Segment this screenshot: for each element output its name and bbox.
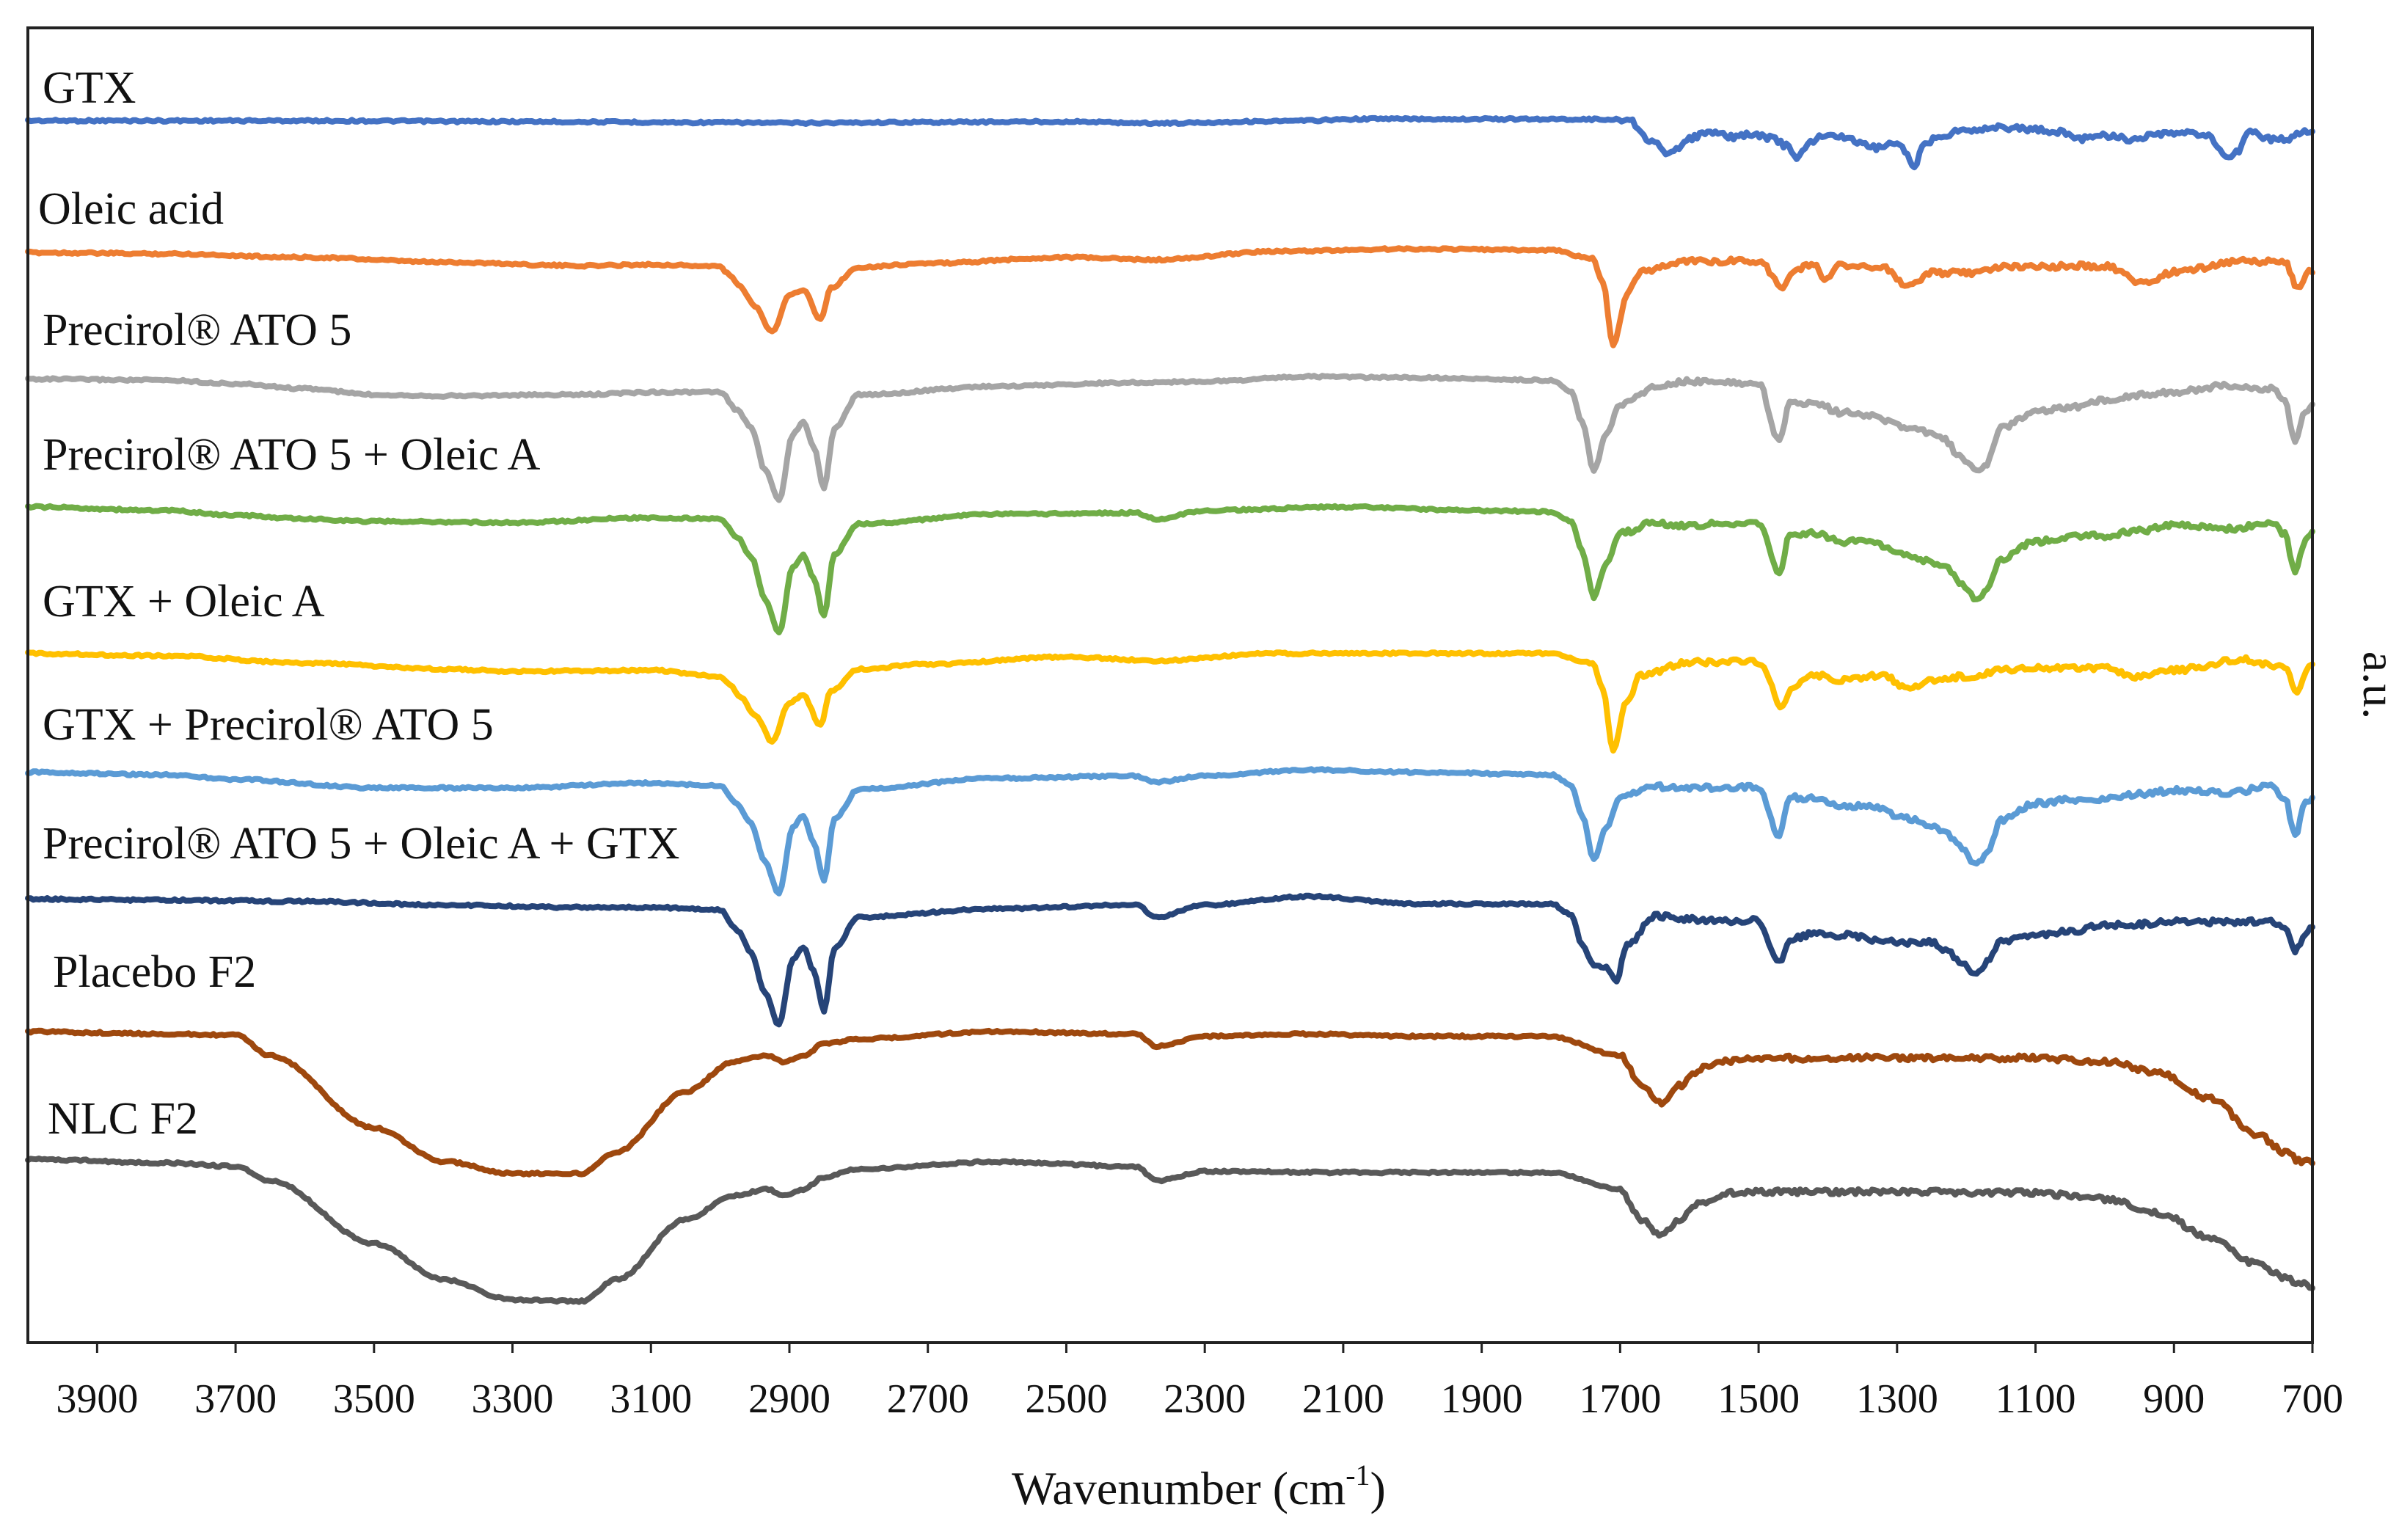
trace-placebo-f2: [25, 1027, 2315, 1178]
series-label: GTX: [43, 63, 136, 113]
trace-precirol-ato-5: [25, 373, 2315, 503]
series-label: NLC F2: [48, 1094, 198, 1144]
trace-gtx-oleic-a: [25, 649, 2315, 754]
x-axis-title: Wavenumber (cm-1): [1012, 1459, 1386, 1514]
series-label: GTX + Oleic A: [43, 577, 325, 627]
y-axis-title: a.u.: [2354, 652, 2399, 719]
x-axis-title-superscript: -1: [1345, 1459, 1370, 1492]
x-tick-label: 1300: [1856, 1376, 1938, 1422]
spectra-traces: [25, 114, 2315, 1305]
plot-frame: [26, 26, 2314, 1344]
x-tick-label: 3700: [194, 1376, 277, 1422]
series-label: Precirol® ATO 5 + Oleic A + GTX: [43, 819, 679, 869]
trace-gtx: [25, 114, 2315, 171]
x-axis-title-main: Wavenumber (cm: [1012, 1462, 1345, 1514]
x-tick-label: 900: [2143, 1376, 2205, 1422]
x-tick-label: 2900: [748, 1376, 830, 1422]
x-tick-label: 3500: [333, 1376, 415, 1422]
series-label: Precirol® ATO 5: [43, 305, 351, 355]
series-labels: GTX Oleic acid Precirol® ATO 5 Precirol® AT…: [38, 63, 679, 1144]
x-tick-label: 2100: [1302, 1376, 1384, 1422]
trace-precirol-ato-5-oleic-a-gtx: [25, 892, 2315, 1028]
x-tick-label: 1500: [1717, 1376, 1800, 1422]
x-tick-label: 1700: [1579, 1376, 1661, 1422]
x-tick-label: 3100: [610, 1376, 692, 1422]
x-tick-label: 1900: [1441, 1376, 1523, 1422]
x-tick-label: 700: [2282, 1376, 2343, 1422]
x-tick-label: 1100: [1995, 1376, 2076, 1422]
trace-oleic-acid: [25, 245, 2315, 348]
series-label: Oleic acid: [38, 184, 224, 234]
trace-nlc-f2: [25, 1156, 2315, 1305]
trace-gtx-precirol-ato-5: [25, 766, 2315, 897]
x-tick-label: 2300: [1164, 1376, 1246, 1422]
x-axis-ticks: 3900 3700 3500 3300 3100 2900 2700 2500 2300 2100…: [56, 1343, 2343, 1422]
series-label: Precirol® ATO 5 + Oleic A: [43, 430, 541, 480]
x-tick-label: 2500: [1025, 1376, 1107, 1422]
trace-precirol-ato-5-oleic-a: [25, 503, 2315, 635]
x-tick-label: 3900: [56, 1376, 138, 1422]
series-label: GTX + Precirol® ATO 5: [43, 700, 494, 750]
x-axis-title-close: ): [1370, 1462, 1386, 1514]
x-tick-label: 3300: [472, 1376, 554, 1422]
x-tick-label: 2700: [887, 1376, 969, 1422]
series-label: Placebo F2: [53, 947, 256, 997]
